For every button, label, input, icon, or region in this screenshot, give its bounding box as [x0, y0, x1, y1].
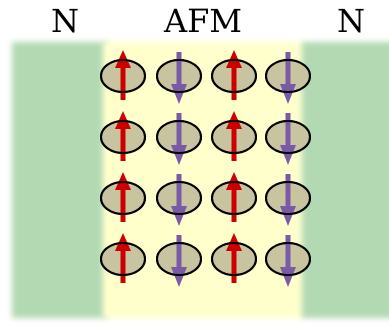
spin-site [100, 50, 146, 100]
spin-site [265, 113, 311, 165]
left-region-label: N [51, 2, 79, 40]
spin-site [156, 174, 202, 226]
lattice-site-outline [100, 59, 146, 93]
spin-down-arrow [280, 113, 296, 165]
afm-region-label: AFM [163, 2, 243, 40]
lattice-site-outline [265, 59, 311, 93]
spin-site [265, 174, 311, 226]
spin-site [156, 52, 202, 104]
lattice-site-outline [211, 59, 257, 93]
spin-down-arrow [171, 235, 187, 287]
lattice-site-outline [100, 181, 146, 215]
lattice-site-outline [156, 181, 202, 215]
spin-lattice [100, 50, 311, 287]
lattice-site-outline [265, 120, 311, 154]
lattice-site-outline [156, 120, 202, 154]
spin-site [211, 111, 257, 161]
spin-site [211, 172, 257, 222]
lattice-site-outline [211, 242, 257, 276]
left-normal-region [12, 42, 108, 318]
spin-down-arrow [280, 235, 296, 287]
spin-down-arrow [171, 52, 187, 104]
spin-down-arrow [280, 174, 296, 226]
spin-site [156, 113, 202, 165]
lattice-site-outline [156, 59, 202, 93]
spin-site [211, 233, 257, 283]
spin-site [156, 235, 202, 287]
spin-site [265, 235, 311, 287]
lattice-site-outline [265, 181, 311, 215]
spin-site [265, 52, 311, 104]
right-normal-region [302, 42, 389, 318]
spin-site [100, 111, 146, 161]
spin-down-arrow [280, 52, 296, 104]
spin-site [100, 172, 146, 222]
spin-down-arrow [171, 113, 187, 165]
spin-site [100, 233, 146, 283]
lattice-site-outline [100, 120, 146, 154]
lattice-site-outline [156, 242, 202, 276]
lattice-site-outline [100, 242, 146, 276]
lattice-site-outline [211, 181, 257, 215]
lattice-site-outline [211, 120, 257, 154]
lattice-site-outline [265, 242, 311, 276]
spin-down-arrow [171, 174, 187, 226]
right-region-label: N [337, 2, 365, 40]
spin-site [211, 50, 257, 100]
